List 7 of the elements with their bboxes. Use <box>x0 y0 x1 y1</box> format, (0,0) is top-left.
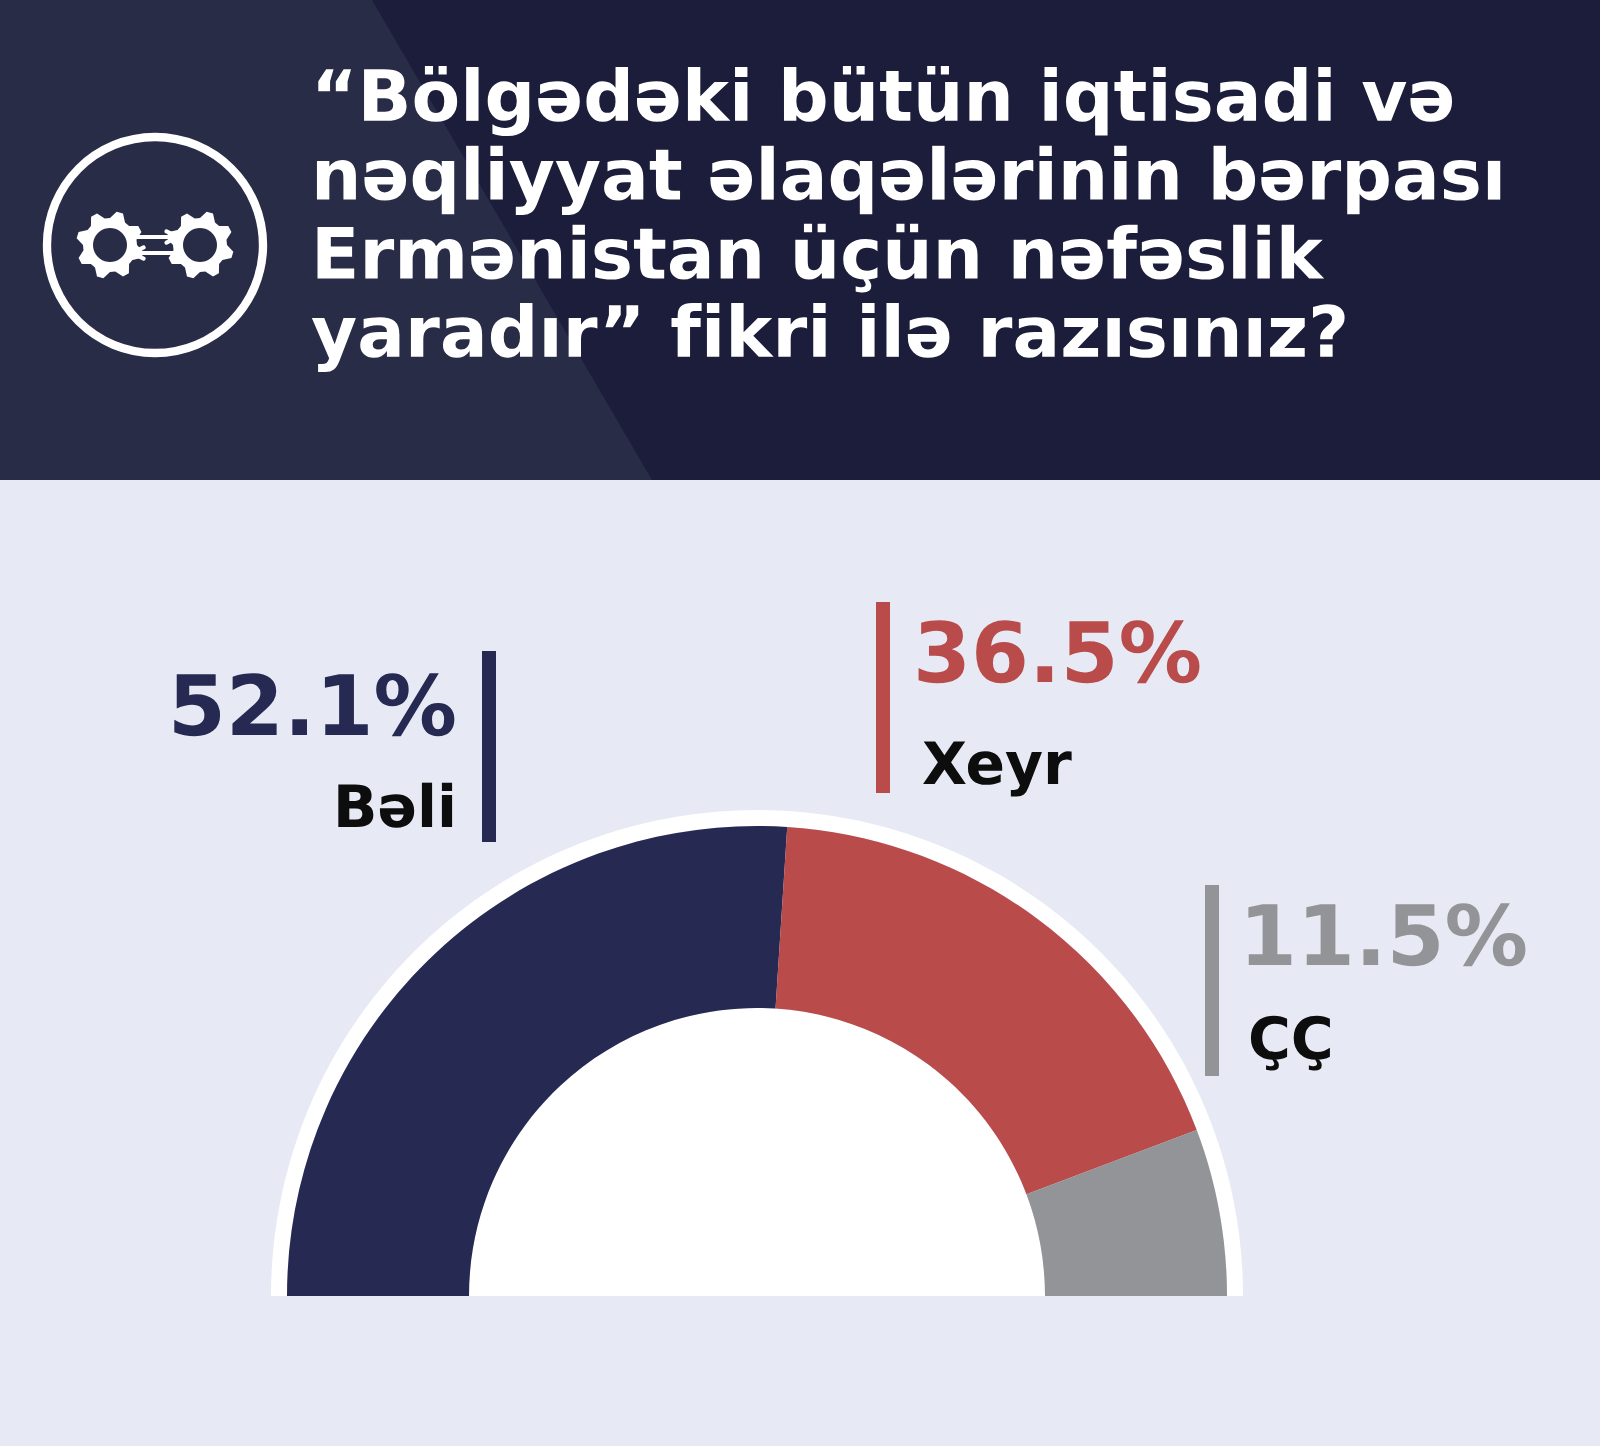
data-label: 52.1% <box>174 673 455 737</box>
data-label: 36.5% <box>918 620 1200 684</box>
data-label: 11.5% <box>1248 903 1526 967</box>
chart-title: “Bölgədəki bütün iqtisadi və nəqliyyat əlaqələrinin bərpası Ermənistan üçün nəfəslik yaradır” fikri ilə razısınız? <box>311 66 1501 373</box>
slice-label: Xeyr <box>923 741 1072 797</box>
slice-label: ÇÇ <box>1250 1015 1330 1071</box>
slice-label: Bəli <box>338 782 453 828</box>
